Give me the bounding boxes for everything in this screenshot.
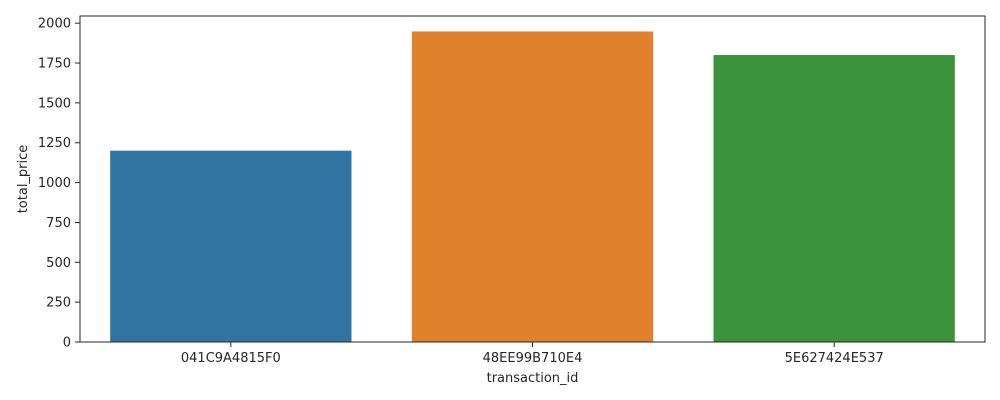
y-tick-label: 750 xyxy=(46,216,71,231)
x-axis-label: transaction_id xyxy=(487,371,579,386)
y-axis-ticks: 0 250 500 750 1000 1250 1500 1750 2000 xyxy=(38,17,80,351)
y-tick-label: 0 xyxy=(63,336,71,351)
y-tick-label: 1500 xyxy=(38,96,71,111)
plot-frame xyxy=(79,15,986,343)
bar-48EE99B710E4 xyxy=(411,31,654,343)
x-tick-label: 041C9A4815F0 xyxy=(181,351,281,366)
bars-group xyxy=(110,31,955,343)
y-tick-label: 1000 xyxy=(38,176,71,191)
y-tick-label: 1750 xyxy=(38,57,71,72)
y-tick-label: 500 xyxy=(46,256,71,271)
x-tick-label: 5E627424E537 xyxy=(785,351,884,366)
bar-5E627424E537 xyxy=(713,55,955,342)
x-tick-label: 48EE99B710E4 xyxy=(483,351,583,366)
bar-041C9A4815F0 xyxy=(110,150,352,342)
y-tick-label: 250 xyxy=(46,296,71,311)
y-tick-label: 1250 xyxy=(38,136,71,151)
y-axis-label: total_price xyxy=(16,145,31,214)
y-tick-label: 2000 xyxy=(38,17,71,32)
x-axis-ticks: 041C9A4815F0 48EE99B710E4 5E627424E537 xyxy=(181,342,884,366)
